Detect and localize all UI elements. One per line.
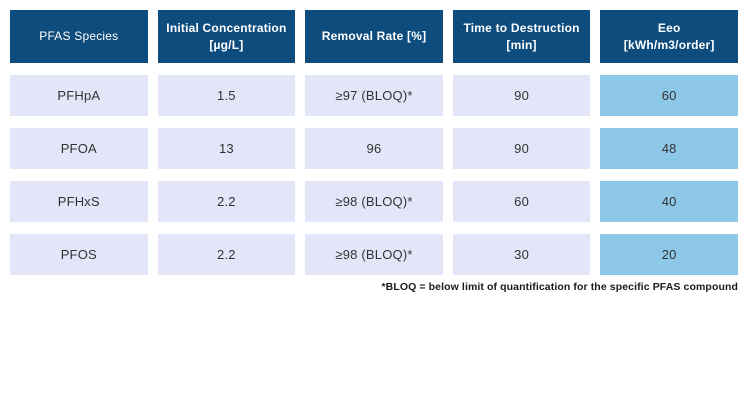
cell-initial-concentration: 2.2: [157, 181, 296, 222]
header-removal-rate: Removal Rate [%]: [305, 10, 443, 63]
header-label: Time to Destruction: [463, 21, 580, 36]
header-unit: [kWh/m3/order]: [623, 37, 715, 52]
header-label: Eeo: [657, 21, 681, 36]
cell-removal-rate: ≥98 (BLOQ)*: [305, 181, 443, 222]
cell-removal-rate: 96: [305, 128, 443, 169]
header-eeo: Eeo [kWh/m3/order]: [600, 10, 738, 63]
cell-species: PFOS: [10, 234, 148, 275]
cell-eeo: 60: [600, 75, 738, 116]
pfas-table: PFAS Species Initial Concentration [µg/L…: [10, 10, 738, 275]
header-unit: [min]: [506, 37, 537, 52]
cell-initial-concentration: 1.5: [157, 75, 296, 116]
cell-removal-rate: ≥98 (BLOQ)*: [305, 234, 443, 275]
header-initial-concentration: Initial Concentration [µg/L]: [157, 10, 296, 63]
header-unit: [µg/L]: [209, 37, 244, 52]
cell-eeo: 40: [600, 181, 738, 222]
cell-time-to-destruction: 60: [452, 181, 591, 222]
header-label: Initial Concentration: [166, 21, 287, 36]
cell-time-to-destruction: 30: [452, 234, 591, 275]
cell-species: PFOA: [10, 128, 148, 169]
header-label: PFAS Species: [39, 29, 119, 44]
cell-time-to-destruction: 90: [452, 128, 591, 169]
cell-initial-concentration: 2.2: [157, 234, 296, 275]
cell-eeo: 48: [600, 128, 738, 169]
header-pfas-species: PFAS Species: [10, 10, 148, 63]
cell-time-to-destruction: 90: [452, 75, 591, 116]
header-time-to-destruction: Time to Destruction [min]: [452, 10, 591, 63]
cell-eeo: 20: [600, 234, 738, 275]
cell-removal-rate: ≥97 (BLOQ)*: [305, 75, 443, 116]
cell-species: PFHpA: [10, 75, 148, 116]
cell-species: PFHxS: [10, 181, 148, 222]
header-label: Removal Rate [%]: [321, 29, 427, 44]
cell-initial-concentration: 13: [157, 128, 296, 169]
footnote: *BLOQ = below limit of quantification fo…: [381, 281, 738, 293]
